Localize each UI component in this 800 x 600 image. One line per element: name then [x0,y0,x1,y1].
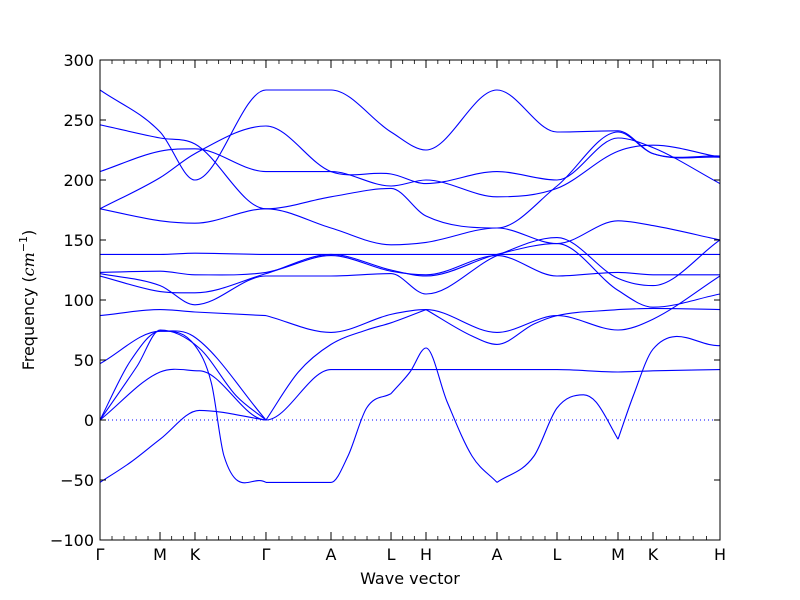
phonon-band-13 [100,309,266,317]
x-tick-label: K [648,545,659,564]
phonon-band-23 [100,89,720,181]
y-tick-label: 200 [63,171,94,190]
x-tick-label: K [190,545,201,564]
phonon-band-12 [617,307,720,311]
phonon-band-3 [100,409,267,483]
phonon-band-18 [100,252,720,255]
phonon-band-1 [100,329,267,421]
phonon-band-17 [100,255,720,277]
x-tick-label: H [714,545,726,564]
phonon-band-20 [100,125,720,210]
plot-frame [99,59,721,541]
y-tick-label: −50 [60,471,94,490]
y-axis: −100 −50 0 50 100 150 200 250 300 [50,51,720,550]
phonon-band-16 [100,237,720,306]
phonon-band-6 [265,393,392,483]
phonon-band-14 [265,275,720,333]
x-tick-label: Γ [262,545,271,564]
y-tick-label: 100 [63,291,94,310]
y-tick-label: 150 [63,231,94,250]
x-tick-label: A [492,545,503,564]
phonon-band-19 [100,208,720,246]
y-tick-label: 300 [63,51,94,70]
y-axis-label-unit: cm [19,252,38,276]
phonon-band-4 [100,368,720,421]
phonon-band-8 [390,347,498,483]
y-tick-label: 250 [63,111,94,130]
y-axis-label-close: ) [19,230,38,236]
phonon-band-11 [425,309,619,345]
x-tick-label: L [553,545,562,564]
y-tick-label: 50 [74,351,94,370]
y-axis-label: Frequency (cm−1) [17,230,38,371]
phonon-band-9 [496,394,619,483]
minor-ticks [111,60,707,540]
bands-layer [100,89,720,484]
phonon-band-5 [100,330,267,484]
x-tick-label: Γ [96,545,105,564]
phonon-band-22 [100,124,720,229]
y-axis-label-exponent: −1 [17,236,30,252]
phonon-band-15 [100,243,720,308]
y-tick-label: −100 [50,531,94,550]
x-tick-label: A [326,545,337,564]
phonon-band-2 [100,330,267,421]
y-tick-label: 0 [84,411,94,430]
x-axis-label: Wave vector [360,569,460,588]
x-tick-label: M [611,545,625,564]
x-tick-label: L [387,545,396,564]
phonon-band-7 [265,309,427,421]
phonon-band-10 [617,336,720,440]
phonon-band-21 [100,144,720,198]
y-axis-label-main: Frequency ( [19,276,38,370]
x-tick-label: H [420,545,432,564]
x-tick-label: M [153,545,167,564]
